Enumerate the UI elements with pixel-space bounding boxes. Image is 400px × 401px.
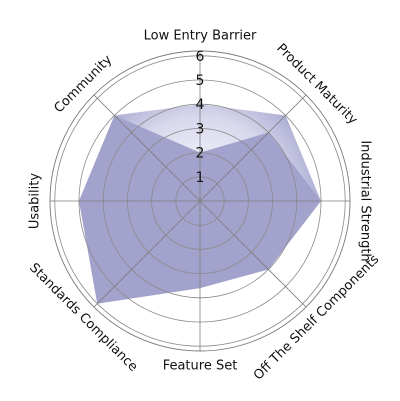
axis-label-industrial-strength: Industrial Strength xyxy=(358,140,373,261)
axis-label-low-entry-barrier: Low Entry Barrier xyxy=(144,29,257,44)
radar-spokes xyxy=(50,51,350,351)
radial-tick-labels: 1 2 3 4 5 6 xyxy=(196,49,205,186)
spoke-community xyxy=(93,94,201,202)
spoke-off-the-shelf-components xyxy=(199,200,307,308)
tick-label-4: 4 xyxy=(196,97,205,113)
spoke-standards-compliance xyxy=(93,200,201,308)
tick-label-2: 2 xyxy=(196,146,205,162)
axis-label-usability: Usability xyxy=(28,173,43,229)
tick-label-5: 5 xyxy=(196,73,205,89)
tick-label-3: 3 xyxy=(196,121,205,137)
axis-label-feature-set: Feature Set xyxy=(163,359,238,374)
tick-label-1: 1 xyxy=(196,170,205,186)
spoke-product-maturity xyxy=(199,94,307,202)
tick-label-6: 6 xyxy=(196,49,205,65)
